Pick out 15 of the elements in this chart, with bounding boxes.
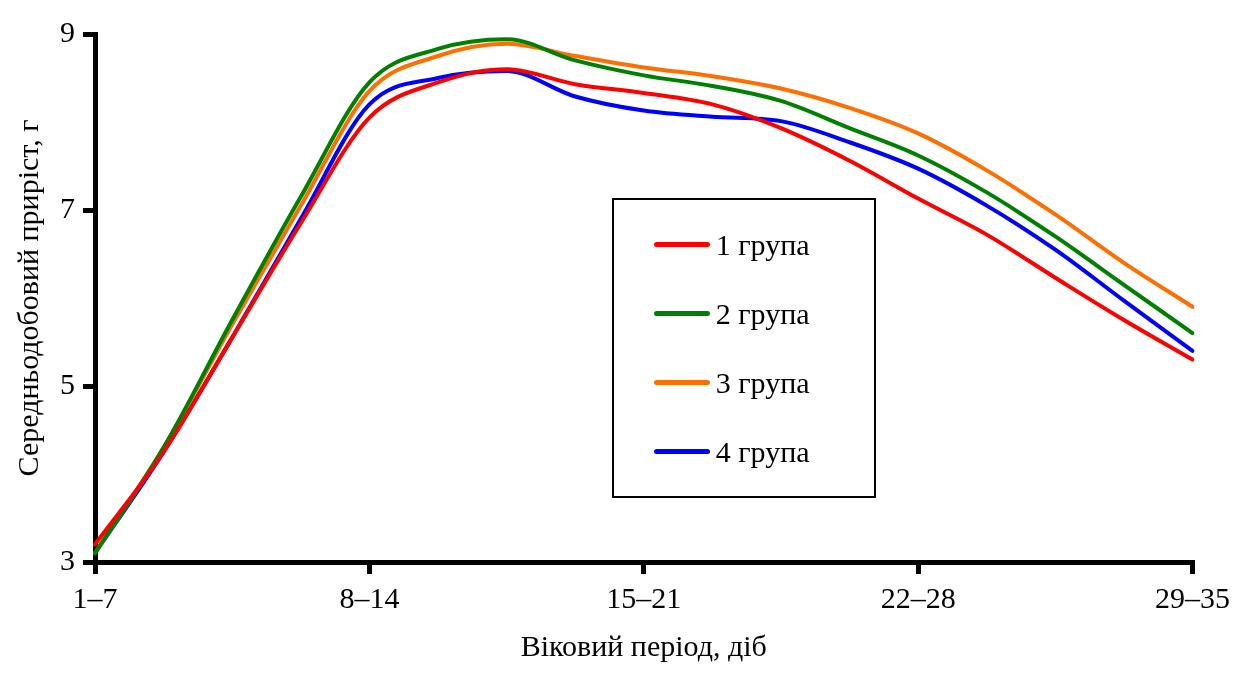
y-tick-label: 5 (60, 366, 75, 400)
y-tick-label: 9 (60, 14, 75, 48)
legend-label: 4 група (715, 434, 810, 469)
y-tick-label: 3 (60, 542, 75, 576)
legend-label: 1 група (715, 227, 810, 262)
legend-label: 3 група (715, 365, 810, 400)
y-tick-label: 7 (60, 190, 75, 224)
legend-label: 2 група (715, 296, 810, 331)
x-axis-title: Віковий період, діб (520, 628, 767, 662)
y-axis-title: Середньодобовий приріст, г (10, 119, 44, 477)
x-tick-label: 1–7 (72, 580, 118, 614)
x-tick-label: 29–35 (1155, 580, 1230, 614)
x-tick-label: 22–28 (880, 580, 956, 614)
x-tick-label: 8–14 (339, 580, 400, 614)
x-tick-label: 15–21 (606, 580, 682, 614)
